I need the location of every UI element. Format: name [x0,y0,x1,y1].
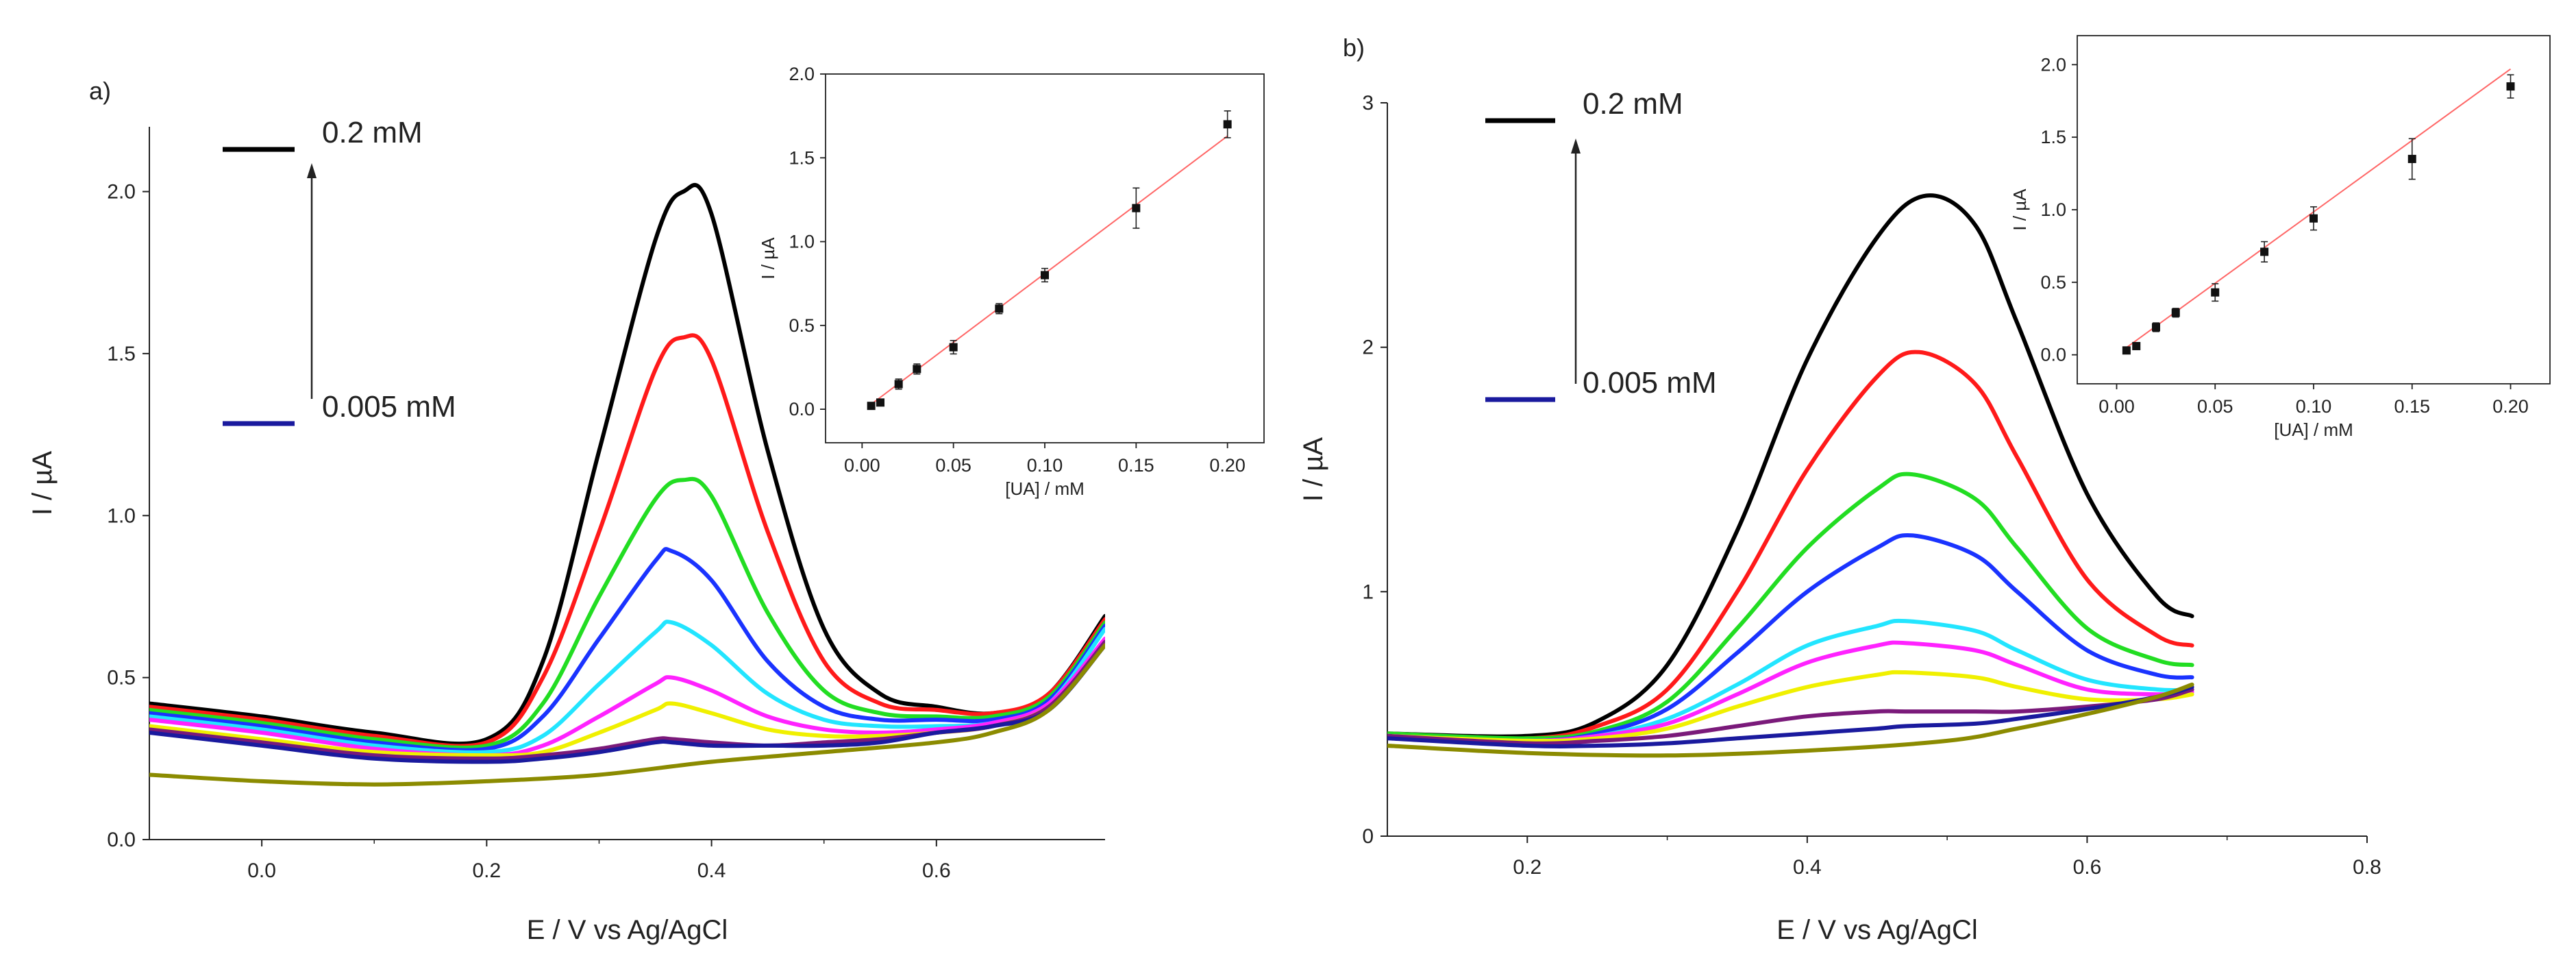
x-tick-label: 0.6 [2073,856,2102,879]
series-line [149,476,1105,750]
series-line [149,643,1105,764]
inset-data-point [949,343,958,352]
legend-label-low: 0.005 mM [1583,366,1717,400]
x-tick-label: 0.4 [697,859,726,882]
y-tick-label: 2 [1362,337,1374,359]
inset-x-tick-label: 0.20 [1209,455,1246,476]
series-line [149,643,1105,787]
inset-x-tick-label: 0.10 [2296,396,2332,417]
inset-data-point [2506,82,2515,91]
inset-data-point [1041,271,1049,280]
inset-y-tick-label: 0.0 [2040,345,2066,365]
inset-x-tick-label: 0.00 [844,455,880,476]
x-tick-label: 0.8 [2353,856,2381,879]
inset-y-tick-label: 0.0 [789,399,815,419]
series-group [1387,193,2194,758]
x-tick-label: 0.6 [922,859,951,882]
inset-data-point [894,380,903,389]
inset-y-tick-label: 1.5 [789,147,815,168]
y-tick-label: 0.5 [107,667,136,689]
inset-data-point [876,398,884,407]
y-tick-label: 2.0 [107,181,136,204]
panel-label: b) [1343,34,1365,62]
panel-label: a) [89,77,111,105]
inset-x-tick-label: 0.05 [935,455,971,476]
inset-x-tick-label: 0.10 [1027,455,1063,476]
inset-y-tick-label: 0.5 [2040,272,2066,293]
panel-b-inset-chart: 0.0 0.5 1.0 1.5 2.0 0.00 0.05 0.10 0.15 0.20 [UA] … [2009,35,2551,440]
inset-data-point [2309,214,2318,223]
inset-x-tick-label: 0.20 [2492,396,2529,417]
concentration-arrow-head [307,163,317,178]
inset-y-tick-label: 2.0 [2040,54,2066,75]
legend-label-low: 0.005 mM [322,390,456,424]
inset-y-tick-label: 1.0 [789,232,815,252]
inset-data-point [2122,346,2131,355]
x-tick-label: 0.2 [1513,856,1541,879]
series-line [1387,472,2194,741]
y-tick-label: 1 [1362,581,1374,603]
y-axis-title: I / µA [1298,437,1328,502]
x-axis-title: E / V vs Ag/AgCl [1776,915,1977,945]
inset-data-point [1132,204,1141,212]
inset-x-axis-title: [UA] / mM [2274,419,2353,440]
inset-data-point [867,402,876,411]
inset-data-point [2211,288,2220,297]
inset-x-tick-label: 0.05 [2197,396,2233,417]
legend: 0.2 mM 0.005 mM [1485,87,1717,402]
inset-x-axis-title: [UA] / mM [1005,478,1085,499]
series-line [1387,670,2194,744]
panel-a-inset-chart: 0.0 0.5 1.0 1.5 2.0 0.00 0.05 0.10 0.15 0.20 [UA] … [758,64,1265,499]
inset-data-point [2260,247,2269,256]
x-tick-label: 0.4 [1793,856,1822,879]
inset-data-point [1223,120,1232,129]
inset-data-point [2171,308,2180,317]
series-line [149,333,1105,748]
series-group [149,183,1105,787]
inset-fit-line [871,135,1228,405]
series-line [149,547,1105,753]
inset-data-point [2407,154,2416,163]
x-tick-label: 0.2 [472,859,501,882]
concentration-arrow-head [1571,138,1581,154]
panel-b-chart: 0 1 2 3 0.2 0.4 0.6 0.8 E / V vs Ag/AgCl I / µA b)… [1298,34,2381,945]
legend-label-high: 0.2 mM [1583,87,1683,121]
series-line [1387,682,2194,758]
inset-y-tick-label: 2.0 [789,64,815,84]
series-line [1387,193,2194,739]
y-tick-label: 0.0 [107,829,136,851]
inset-y-tick-label: 0.5 [789,315,815,336]
y-tick-label: 1.5 [107,343,136,365]
x-tick-label: 0.0 [247,859,276,882]
inset-data-point [2152,323,2160,332]
panel-a-chart: 0.0 0.5 1.0 1.5 2.0 0.0 0.2 0.4 0.6 E / V vs Ag/A… [27,77,1105,945]
series-line [149,636,1105,758]
y-tick-label: 3 [1362,92,1374,114]
series-line [1387,687,2194,746]
inset-x-tick-label: 0.00 [2098,396,2135,417]
inset-data-point [913,365,921,374]
y-axis-title: I / µA [27,451,58,516]
inset-fit-line [2126,68,2512,348]
series-line [1387,685,2194,748]
series-line [149,183,1105,746]
inset-y-axis-title: I / µA [2009,188,2030,231]
inset-data-point [2132,341,2141,350]
y-tick-label: 1.0 [107,504,136,527]
inset-data-point [995,304,1004,313]
inset-x-tick-label: 0.15 [1118,455,1154,476]
legend-label-high: 0.2 mM [322,116,423,149]
inset-x-tick-label: 0.15 [2394,396,2430,417]
inset-y-tick-label: 1.0 [2040,199,2066,220]
series-line [1387,350,2194,741]
inset-y-axis-title: I / µA [758,237,778,280]
legend: 0.2 mM 0.005 mM [223,116,456,426]
inset-y-tick-label: 1.5 [2040,127,2066,147]
y-tick-label: 0 [1362,825,1374,848]
x-axis-title: E / V vs Ag/AgCl [527,915,728,945]
